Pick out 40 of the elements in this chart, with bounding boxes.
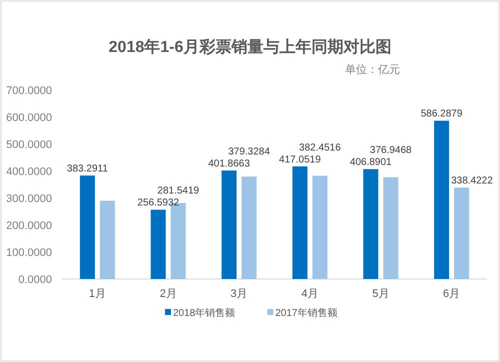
x-tick-label: 3月 xyxy=(230,288,248,300)
data-label: 417.0519 xyxy=(279,154,322,166)
data-label: 406.8901 xyxy=(350,157,392,168)
x-tick-label: 6月 xyxy=(443,288,460,300)
y-tick-label: 300.0000 xyxy=(6,193,52,205)
bar xyxy=(222,170,237,279)
data-label: 338.4222 xyxy=(451,176,494,187)
data-label: 383.2911 xyxy=(66,164,108,175)
y-tick-label: 0.0000 xyxy=(18,274,52,286)
bar xyxy=(363,169,378,279)
bar xyxy=(454,188,470,279)
x-tick-label: 2月 xyxy=(160,288,177,300)
data-label: 586.2879 xyxy=(420,108,463,120)
x-tick-label: 5月 xyxy=(372,288,390,300)
y-tick-label: 600.0000 xyxy=(6,112,52,124)
data-label: 281.5419 xyxy=(157,186,200,197)
y-tick-label: 400.0000 xyxy=(6,166,52,178)
data-label: 382.4516 xyxy=(299,142,342,154)
y-tick-label: 500.0000 xyxy=(6,139,52,151)
data-label: 376.9468 xyxy=(370,145,412,156)
bar xyxy=(80,176,95,279)
chart-title: 2018年1-6月彩票销量与上年同期对比图 xyxy=(108,38,392,56)
bar xyxy=(150,210,166,279)
x-tick-label: 1月 xyxy=(88,288,106,300)
bar xyxy=(292,166,308,279)
data-label: 401.8663 xyxy=(208,158,250,170)
data-label: 256.5932 xyxy=(137,198,180,209)
y-tick-label: 700.0000 xyxy=(6,85,52,97)
bar xyxy=(383,177,398,279)
x-tick-label: 4月 xyxy=(301,288,318,300)
y-tick-label: 100.0000 xyxy=(6,247,52,259)
bar xyxy=(100,200,115,279)
y-tick-label: 200.0000 xyxy=(6,220,52,232)
bar xyxy=(242,176,257,279)
bar xyxy=(434,120,450,279)
chart-subtitle: 单位：亿元 xyxy=(345,63,400,76)
data-label: 379.3284 xyxy=(228,146,270,158)
legend-label: 2017年销售额 xyxy=(275,307,338,319)
legend-label: 2018年销售额 xyxy=(173,307,236,319)
bar xyxy=(312,176,328,279)
